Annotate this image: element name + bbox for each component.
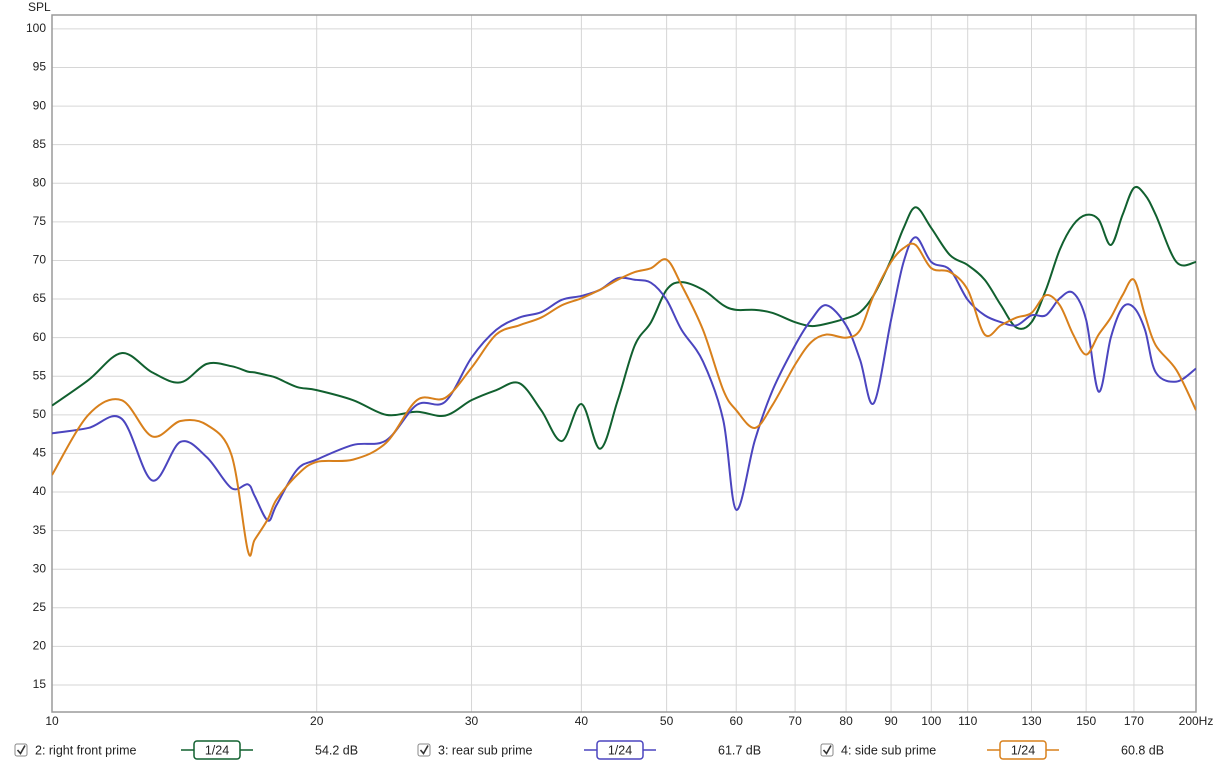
smoothing-label: 1/24	[1011, 743, 1035, 757]
y-tick-label: 20	[33, 639, 47, 653]
y-tick-label: 80	[33, 175, 47, 189]
x-tick-label: 30	[465, 714, 479, 728]
series-name: 3: rear sub prime	[438, 743, 533, 757]
x-tick-label: 60	[730, 714, 744, 728]
y-tick-label: 60	[33, 330, 47, 344]
response-line	[52, 236, 1196, 522]
x-tick-label: 130	[1021, 714, 1041, 728]
smoothing-box[interactable]	[193, 740, 241, 760]
x-tick-label: 150	[1076, 714, 1096, 728]
legend-item: 2: right front prime 1/24 54.2 dB	[14, 740, 358, 760]
x-tick-label: 80	[839, 714, 853, 728]
y-tick-label: 85	[33, 137, 47, 151]
checkmark	[822, 745, 832, 755]
y-tick-label: 50	[33, 407, 47, 421]
plot-frame	[51, 14, 1197, 713]
legend-item: 3: rear sub prime 1/24 61.7 dB	[417, 740, 761, 760]
x-tick-label: 90	[884, 714, 898, 728]
y-tick-label: 70	[33, 253, 47, 267]
y-tick-label: 15	[33, 677, 47, 691]
smoothing-label: 1/24	[205, 743, 229, 757]
plot-area	[52, 15, 1196, 712]
y-tick-label: 75	[33, 214, 47, 228]
y-tick-label: 55	[33, 368, 47, 382]
x-tick-label: 70	[788, 714, 802, 728]
y-tick-label: 90	[33, 98, 47, 112]
y-tick-label: 100	[26, 21, 46, 35]
y-axis-label: SPL	[28, 0, 51, 14]
x-tick-label: 200Hz	[1179, 714, 1214, 728]
series-name: 2: right front prime	[35, 743, 136, 757]
y-tick-label: 25	[33, 600, 47, 614]
y-tick-label: 45	[33, 446, 47, 460]
checkmark	[16, 745, 26, 755]
response-line	[52, 242, 1196, 557]
x-tick-label: 110	[958, 714, 977, 728]
x-tick-label: 20	[310, 714, 324, 728]
level-label: 54.2 dB	[315, 743, 358, 757]
y-tick-label: 95	[33, 60, 47, 74]
x-tick-label: 100	[921, 714, 941, 728]
level-label: 61.7 dB	[718, 743, 761, 757]
legend-item: 4: side sub prime 1/24 60.8 dB	[820, 740, 1164, 760]
x-tick-label: 170	[1124, 714, 1144, 728]
smoothing-label: 1/24	[608, 743, 632, 757]
x-tick-label: 50	[660, 714, 674, 728]
x-tick-label: 10	[45, 714, 59, 728]
level-label: 60.8 dB	[1121, 743, 1164, 757]
y-tick-label: 40	[33, 484, 47, 498]
x-tick-label: 40	[575, 714, 589, 728]
series-name: 4: side sub prime	[841, 743, 936, 757]
checkmark	[419, 745, 429, 755]
smoothing-box[interactable]	[596, 740, 644, 760]
y-tick-label: 65	[33, 291, 47, 305]
y-tick-label: 30	[33, 561, 47, 575]
smoothing-box[interactable]	[999, 740, 1047, 760]
response-line	[52, 185, 1196, 450]
y-tick-label: 35	[33, 523, 47, 537]
